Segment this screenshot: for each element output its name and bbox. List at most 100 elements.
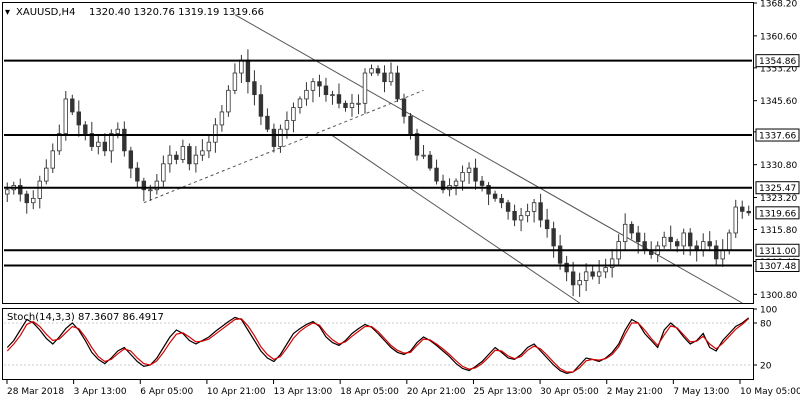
candle-bull bbox=[200, 150, 205, 156]
channel-upper-line bbox=[234, 14, 743, 304]
candle-bull bbox=[460, 172, 465, 182]
candle-bear bbox=[427, 154, 433, 169]
time-axis: 28 Mar 2018 3 Apr 13:00 6 Apr 05:00 10 Apr … bbox=[6, 380, 800, 397]
candle-bear bbox=[714, 245, 719, 260]
candle-bear bbox=[538, 202, 543, 221]
stoch-axis-label: 20 bbox=[760, 362, 772, 372]
level-price-tag-label: 1307.48 bbox=[759, 262, 796, 272]
stoch-axis-label: 100 bbox=[760, 306, 777, 316]
candle-bear bbox=[102, 141, 108, 152]
candle-bull bbox=[161, 163, 166, 182]
candle-bull bbox=[206, 141, 212, 152]
time-axis-label: 3 Apr 13:00 bbox=[74, 387, 127, 397]
candle-bear bbox=[505, 202, 511, 212]
stoch-label: Stoch(14,3,3) 87.3607 86.4917 bbox=[7, 312, 164, 323]
candle-bear bbox=[551, 228, 556, 247]
candle-bull bbox=[733, 206, 738, 234]
candle-bear bbox=[76, 111, 81, 126]
candle-bull bbox=[603, 267, 608, 273]
candle-bull bbox=[291, 107, 296, 121]
price-axis-label: 1315.80 bbox=[760, 226, 797, 236]
candle-bull bbox=[44, 167, 49, 182]
price-axis-label: 1360.60 bbox=[760, 32, 797, 42]
symbol-label: XAUUSD,H4 bbox=[16, 7, 75, 18]
candle-bull bbox=[226, 89, 231, 113]
candle-bull bbox=[109, 133, 114, 152]
candle-bear bbox=[375, 68, 381, 74]
chart-menu-icon[interactable]: ▾ bbox=[5, 7, 10, 18]
price-axis-label: 1353.20 bbox=[760, 64, 797, 74]
level-price-tag-label: 1354.86 bbox=[759, 57, 796, 67]
candle-bear bbox=[135, 167, 140, 182]
candle-bear bbox=[486, 185, 491, 195]
price-axis-label: 1345.60 bbox=[760, 97, 797, 107]
candle-bear bbox=[414, 133, 420, 156]
candle-bull bbox=[701, 241, 706, 251]
candle-bull bbox=[362, 72, 368, 104]
level-price-tag bbox=[755, 128, 800, 142]
candle-bear bbox=[258, 94, 264, 117]
candle-bear bbox=[89, 133, 95, 147]
candle-bull bbox=[596, 271, 602, 277]
stoch-plot-frame bbox=[2, 308, 754, 380]
candle-bear bbox=[544, 219, 550, 230]
candle-bear bbox=[440, 180, 446, 191]
candle-bear bbox=[635, 232, 641, 243]
candle-bear bbox=[18, 185, 23, 195]
candle-bull bbox=[115, 128, 121, 134]
price-axis-label: 1323.20 bbox=[760, 194, 797, 204]
candle-bull bbox=[525, 210, 530, 217]
candle-bull bbox=[720, 249, 725, 260]
candle-bull bbox=[284, 120, 290, 130]
candle-bear bbox=[479, 180, 485, 186]
candle-bull bbox=[180, 146, 186, 160]
level-price-tag-label: 1337.66 bbox=[759, 132, 796, 142]
price-axis-label: 1300.80 bbox=[760, 291, 797, 301]
candle-bear bbox=[590, 271, 595, 277]
candle-bear bbox=[70, 98, 75, 113]
candle-bear bbox=[174, 154, 179, 160]
level-price-tag bbox=[755, 54, 800, 68]
candle-bull bbox=[622, 223, 628, 243]
stoch-axis-label: 80 bbox=[760, 320, 772, 330]
horizontal-levels bbox=[4, 59, 752, 267]
candle-bear bbox=[668, 236, 673, 243]
candle-bear bbox=[271, 128, 277, 147]
candle-bull bbox=[583, 271, 589, 281]
time-axis-label: 10 Apr 21:00 bbox=[207, 387, 266, 397]
price-axis-label: 1330.80 bbox=[760, 161, 797, 171]
support-dashed-line bbox=[143, 89, 424, 204]
candle-bear bbox=[343, 102, 348, 109]
current-price-tag-label: 1319.66 bbox=[759, 209, 796, 219]
candle-bull bbox=[96, 141, 101, 147]
candle-bull bbox=[213, 124, 218, 143]
candle-bull bbox=[154, 180, 160, 191]
candle-bull bbox=[349, 102, 355, 109]
candle-bear bbox=[122, 128, 127, 152]
level-price-tag bbox=[755, 243, 800, 257]
candle-bull bbox=[219, 111, 225, 126]
stoch-main-line bbox=[6, 316, 750, 375]
candles bbox=[5, 49, 751, 297]
candle-bull bbox=[57, 133, 62, 152]
candle-bull bbox=[304, 89, 309, 100]
candle-bull bbox=[577, 280, 582, 286]
candle-bear bbox=[629, 223, 634, 234]
candle-bull bbox=[531, 202, 537, 212]
candle-bull bbox=[148, 189, 153, 192]
candle-bear bbox=[434, 167, 439, 182]
price-axis-label: 1368.20 bbox=[760, 0, 797, 10]
candle-bear bbox=[688, 232, 693, 247]
candle-bull bbox=[297, 98, 303, 109]
candle-bear bbox=[570, 271, 576, 286]
candle-bear bbox=[24, 193, 29, 204]
time-axis-label: 18 Apr 05:00 bbox=[340, 387, 399, 397]
channel-lower-line bbox=[332, 135, 580, 304]
candle-bull bbox=[5, 189, 10, 195]
level-price-tag-label: 1325.47 bbox=[759, 184, 796, 194]
candle-bear bbox=[187, 146, 192, 165]
candle-bear bbox=[382, 72, 387, 83]
candle-bull bbox=[453, 180, 459, 186]
candle-bear bbox=[401, 98, 407, 117]
